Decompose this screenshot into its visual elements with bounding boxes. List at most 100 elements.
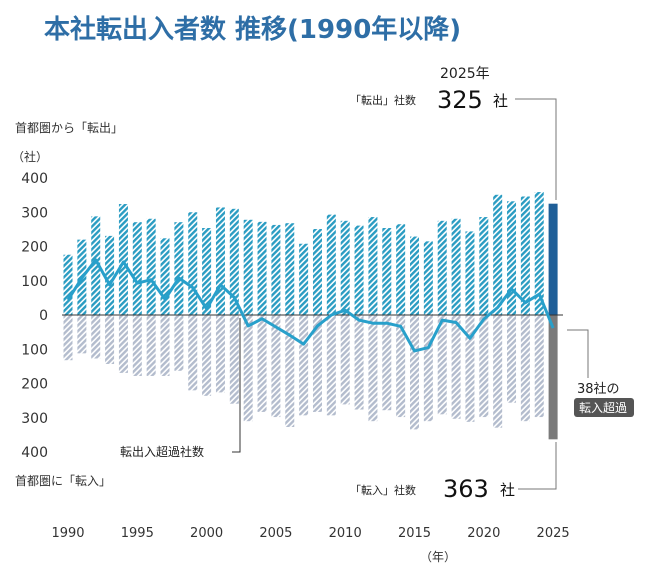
out-bar-1998	[174, 222, 184, 315]
in-bar-2006	[285, 315, 295, 427]
annotation-net-badge: 転入超過	[579, 400, 627, 415]
y-tick-label: 0	[39, 308, 48, 324]
y-tick-label: 200	[21, 377, 48, 393]
out-bar-2012	[368, 217, 378, 315]
in-bar-2014	[396, 315, 406, 418]
in-bar-1997	[160, 315, 170, 376]
in-bar-2000	[202, 315, 212, 396]
annotation-in-value: 363	[443, 475, 489, 503]
y-tick-label: 100	[21, 342, 48, 358]
out-bar-2003	[243, 219, 253, 315]
in-bar-2019	[465, 315, 475, 422]
annotation-out-value: 325	[437, 86, 483, 114]
in-bar-1995	[132, 315, 142, 376]
x-tick-label: 2005	[259, 526, 292, 541]
annotation-out-label: 「転出」社数	[350, 93, 416, 107]
annotation-out-unit: 社	[493, 92, 508, 110]
lower-label: 首都圏に「転入」	[15, 474, 111, 488]
out-bar-2011	[354, 225, 364, 315]
out-bar-1990	[63, 254, 73, 315]
in-bar-2004	[257, 315, 267, 412]
net-series-label: 転出入超過社数	[120, 444, 204, 459]
in-bar-2023	[520, 315, 530, 422]
out-leader-line	[515, 98, 557, 200]
net-2025-leader-line	[567, 329, 589, 378]
out-bar-2002	[229, 208, 239, 315]
net-label-leader-line	[232, 318, 241, 453]
out-bar-2025	[548, 203, 558, 315]
x-unit-label: （年）	[420, 550, 456, 564]
in-bar-2002	[229, 315, 239, 404]
y-tick-label: 100	[21, 274, 48, 290]
out-bar-2000	[202, 228, 212, 315]
out-bar-2019	[465, 231, 475, 315]
out-bar-1992	[91, 216, 101, 315]
out-bar-2013	[382, 228, 392, 315]
annotation-in-label: 「転入」社数	[350, 483, 416, 497]
out-bar-2007	[299, 243, 309, 315]
out-bar-2018	[451, 218, 461, 315]
upper-label: 首都圏から「転出」	[15, 121, 123, 135]
in-bar-2012	[368, 315, 378, 422]
in-bar-2016	[423, 315, 433, 422]
in-bar-2025	[548, 315, 558, 440]
net-line	[66, 258, 555, 353]
out-bar-1995	[132, 222, 142, 315]
out-bar-1999	[188, 212, 198, 315]
out-bar-2006	[285, 223, 295, 315]
out-bar-2022	[507, 201, 517, 315]
out-bar-2010	[340, 220, 350, 315]
out-bar-2016	[423, 241, 433, 315]
x-tick-label: 2015	[398, 526, 431, 541]
out-bar-2005	[271, 224, 281, 315]
in-bar-2010	[340, 315, 350, 405]
in-bar-2020	[479, 315, 489, 418]
out-bar-2001	[215, 207, 225, 315]
out-bar-1997	[160, 238, 170, 315]
in-bar-1993	[105, 315, 115, 364]
x-tick-label: 1990	[51, 526, 84, 541]
x-tick-label: 2020	[467, 526, 500, 541]
in-bar-2018	[451, 315, 461, 419]
annotation-year: 2025年	[440, 66, 490, 82]
x-tick-label: 2010	[329, 526, 362, 541]
y-tick-label: 200	[21, 240, 48, 256]
out-bar-2009	[326, 214, 336, 315]
in-bar-2008	[312, 315, 322, 412]
net-badge-bg	[574, 398, 634, 417]
in-bar-2001	[215, 315, 225, 393]
y-unit-label: （社）	[12, 149, 48, 164]
out-bar-2021	[493, 194, 503, 315]
out-bar-1993	[105, 235, 115, 315]
in-bar-2007	[299, 315, 309, 416]
annotation-in-unit: 社	[500, 481, 515, 499]
in-leader-line	[518, 442, 557, 490]
in-bar-1992	[91, 315, 101, 359]
in-bar-2021	[493, 315, 503, 428]
in-bar-2003	[243, 315, 253, 422]
out-bar-2008	[312, 229, 322, 315]
in-bar-2011	[354, 315, 364, 410]
out-bar-2017	[437, 220, 447, 315]
y-tick-label: 300	[21, 411, 48, 427]
in-bar-2024	[534, 315, 544, 418]
out-bar-2020	[479, 217, 489, 315]
in-bar-2017	[437, 315, 447, 415]
out-bar-2014	[396, 224, 406, 315]
annotation-net-text: 38社の	[577, 381, 620, 397]
chart-title: 本社転出入者数 推移(1990年以降)	[44, 14, 461, 45]
in-bar-2009	[326, 315, 336, 416]
out-bar-2024	[534, 192, 544, 315]
in-bar-1991	[77, 315, 87, 354]
in-bar-2022	[507, 315, 517, 403]
y-tick-label: 300	[21, 205, 48, 221]
in-bar-2005	[271, 315, 281, 418]
in-bar-1994	[118, 315, 128, 373]
x-tick-label: 1995	[121, 526, 154, 541]
out-bar-2004	[257, 221, 267, 315]
y-tick-label: 400	[21, 445, 48, 461]
in-bar-2013	[382, 315, 392, 411]
in-bar-1990	[63, 315, 73, 361]
